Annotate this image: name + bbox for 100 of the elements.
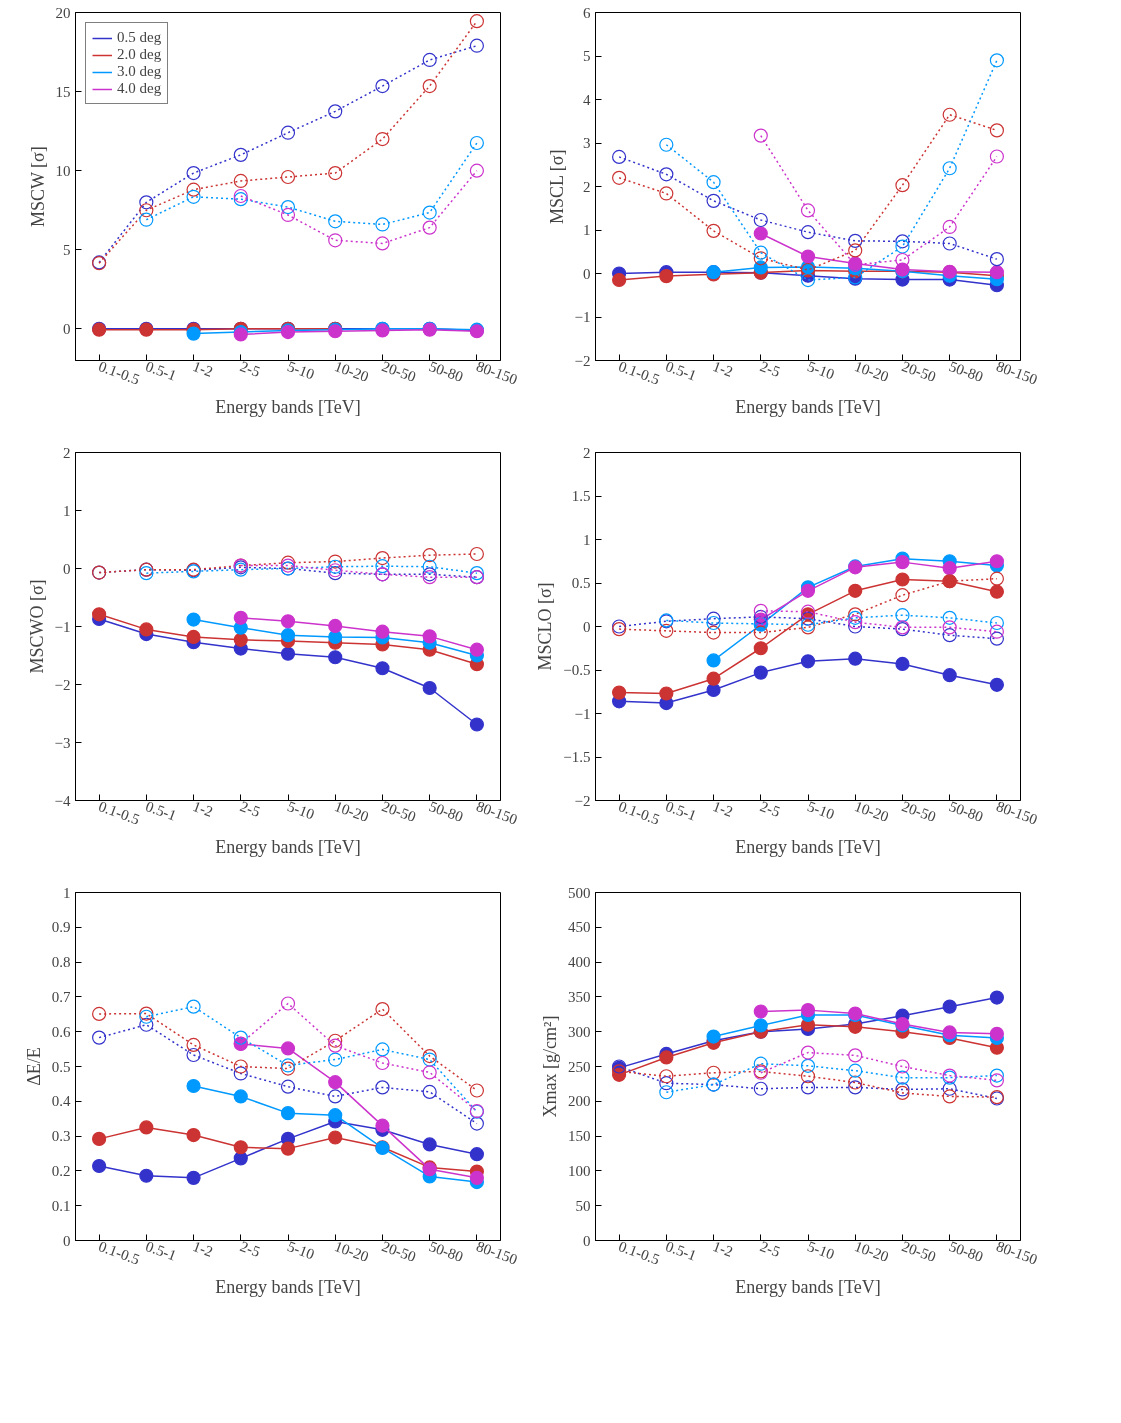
x-tick-label: 2-5	[238, 357, 263, 380]
x-tick-label: 1-2	[190, 797, 216, 820]
y-tick-label: −1	[574, 705, 591, 722]
y-tick-label: 0	[583, 618, 591, 635]
y-tick-label: 1	[583, 222, 591, 238]
y-tick-label: 2	[63, 444, 71, 461]
x-tick-label: 80-150	[994, 1237, 1040, 1268]
y-tick-label: 0.8	[51, 954, 71, 971]
y-axis-title: Xmax [g/cm²]	[540, 1015, 560, 1118]
x-tick-label: 20-50	[899, 357, 939, 386]
y-tick-label: 20	[55, 4, 71, 21]
y-tick-label: −2	[574, 792, 591, 809]
y-axis-title: MSCL [σ]	[546, 149, 567, 225]
y-tick-label: 5	[583, 48, 591, 64]
y-tick-label: 0	[63, 1232, 71, 1249]
y-tick-label: −0.5	[563, 662, 591, 678]
y-tick-label: 2	[583, 178, 591, 195]
y-tick-label: 450	[568, 919, 591, 936]
y-axis-title: ΔE/E	[23, 1047, 44, 1086]
y-tick-label: 150	[568, 1128, 591, 1145]
y-tick-label: 100	[568, 1162, 591, 1179]
y-tick-label: 1	[63, 502, 71, 519]
y-tick-label: 5	[63, 241, 71, 258]
y-tick-label: −2	[574, 352, 591, 369]
y-tick-label: 3	[583, 135, 591, 151]
y-tick-label: 15	[55, 83, 71, 100]
x-tick-label: 20-50	[379, 797, 419, 826]
x-axis-title: Energy bands [TeV]	[735, 1277, 881, 1298]
x-tick-label: 0.5-1	[663, 797, 699, 824]
x-tick-label: 0.1-0.5	[616, 1237, 662, 1268]
y-tick-label: 350	[568, 988, 591, 1005]
y-tick-label: 1	[63, 884, 71, 901]
y-tick-label: 50	[575, 1197, 591, 1214]
y-tick-label: 0.6	[51, 1023, 71, 1040]
x-tick-label: 0.1-0.5	[616, 357, 662, 388]
x-tick-label: 50-80	[946, 797, 986, 826]
x-tick-label: 80-150	[474, 1237, 520, 1268]
y-tick-label: 1	[583, 531, 591, 548]
x-tick-label: 0.1-0.5	[96, 1237, 142, 1268]
x-tick-label: 0.1-0.5	[616, 797, 662, 828]
x-axis-title: Energy bands [TeV]	[215, 837, 361, 858]
x-tick-label: 10-20	[332, 357, 371, 386]
y-axis-title: MSCW [σ]	[27, 146, 48, 228]
y-tick-label: 2	[583, 444, 591, 461]
y-axis-title: MSCWO [σ]	[26, 579, 47, 674]
x-tick-label: 50-80	[946, 357, 986, 386]
y-tick-label: 500	[568, 884, 591, 901]
x-tick-label: 0.5-1	[143, 357, 179, 384]
y-tick-label: 4	[583, 91, 591, 108]
x-tick-label: 1-2	[190, 1237, 216, 1260]
y-axis-title: MSCLO [σ]	[535, 582, 556, 671]
x-tick-label: 20-50	[899, 1237, 939, 1266]
y-tick-label: 0.1	[51, 1197, 71, 1214]
x-tick-label: 5-10	[285, 357, 317, 383]
x-tick-label: 2-5	[758, 1237, 783, 1260]
legend-label: 2.0 deg	[117, 46, 162, 63]
y-tick-label: 200	[568, 1093, 591, 1110]
x-tick-label: 10-20	[852, 1237, 891, 1266]
y-tick-label: 0	[63, 560, 71, 577]
x-tick-label: 0.5-1	[663, 1237, 699, 1264]
x-tick-label: 80-150	[474, 357, 520, 388]
x-axis-title: Energy bands [TeV]	[215, 1277, 361, 1298]
y-tick-label: 0.5	[51, 1058, 71, 1075]
x-tick-label: 10-20	[332, 797, 371, 826]
x-tick-label: 0.5-1	[143, 1237, 179, 1264]
x-tick-label: 2-5	[238, 797, 263, 820]
x-tick-label: 80-150	[994, 797, 1040, 828]
x-tick-label: 50-80	[426, 1237, 466, 1266]
x-tick-label: 2-5	[758, 357, 783, 380]
x-tick-label: 10-20	[852, 357, 891, 386]
y-tick-label: 1.5	[571, 488, 591, 504]
x-tick-label: 5-10	[805, 797, 837, 823]
y-tick-label: 6	[583, 4, 591, 21]
x-tick-label: 20-50	[379, 357, 419, 386]
x-tick-label: 0.5-1	[663, 357, 699, 384]
x-tick-label: 2-5	[238, 1237, 263, 1260]
legend-label: 3.0 deg	[117, 63, 162, 80]
x-tick-label: 20-50	[899, 797, 939, 826]
y-tick-label: 0.2	[51, 1162, 71, 1179]
y-tick-label: 0	[63, 320, 71, 337]
x-tick-label: 5-10	[285, 1237, 317, 1263]
y-tick-label: −4	[54, 792, 71, 809]
y-tick-label: −1	[54, 618, 71, 635]
y-tick-label: 0.3	[51, 1128, 71, 1145]
x-tick-label: 2-5	[758, 797, 783, 820]
x-tick-label: 50-80	[946, 1237, 986, 1266]
x-tick-label: 1-2	[710, 797, 736, 820]
x-axis-title: Energy bands [TeV]	[735, 837, 881, 858]
legend-label: 0.5 deg	[117, 29, 162, 46]
x-tick-label: 5-10	[805, 1237, 837, 1263]
y-tick-label: 0.4	[51, 1093, 71, 1110]
y-tick-label: 300	[568, 1023, 591, 1040]
x-tick-label: 10-20	[852, 797, 891, 826]
x-tick-label: 5-10	[805, 357, 837, 383]
y-tick-label: 0.7	[51, 988, 71, 1005]
x-axis-title: Energy bands [TeV]	[735, 397, 881, 418]
x-tick-label: 1-2	[710, 357, 736, 380]
y-tick-label: 0	[583, 265, 591, 282]
y-tick-label: 0.9	[51, 919, 71, 936]
x-tick-label: 20-50	[379, 1237, 419, 1266]
